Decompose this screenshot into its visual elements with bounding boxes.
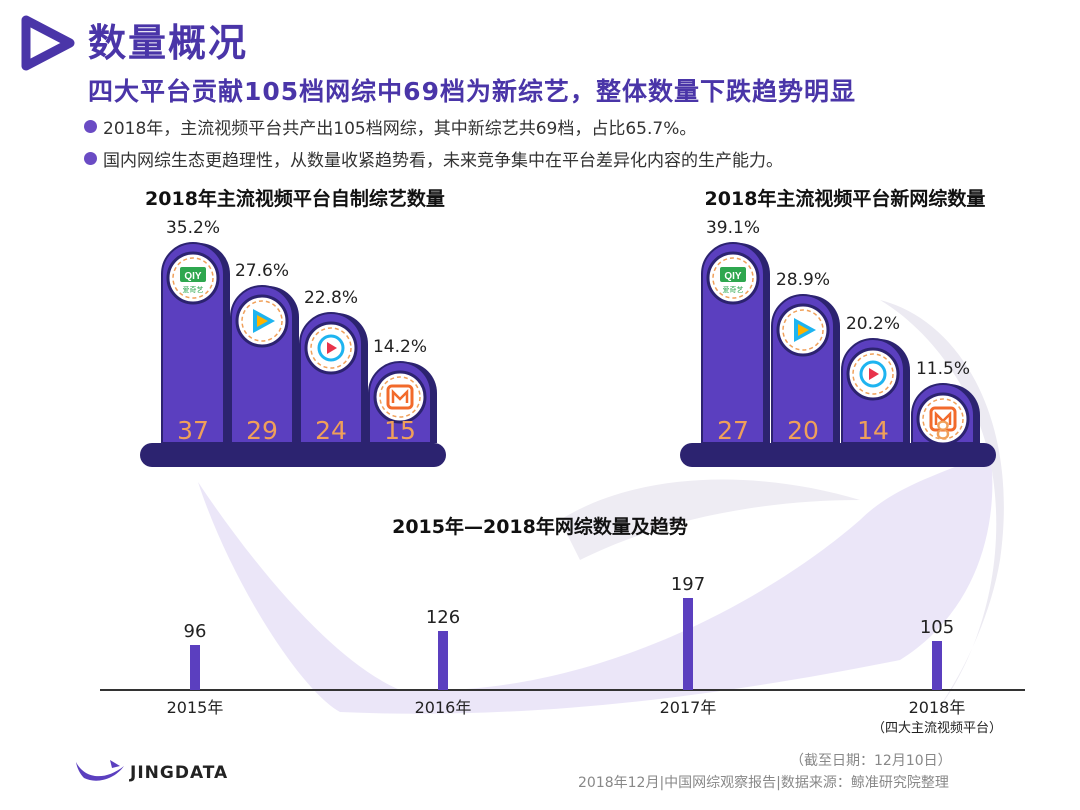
percent-label: 20.2% — [846, 314, 900, 334]
bullet-dot — [84, 120, 97, 133]
whale-logo-icon — [76, 760, 124, 781]
logo-dash-ring — [712, 257, 754, 299]
year-label: 2016年 — [415, 698, 472, 717]
youku-ring — [859, 360, 887, 388]
chart-2: QIY 爱奇艺 39.1% 27 28.9% 20 20.2% 14 11.5% 8 — [680, 218, 996, 467]
trend-value-label: 96 — [184, 621, 207, 642]
value-label: 14 — [857, 416, 889, 445]
value-label: 24 — [315, 416, 347, 445]
percent-label: 22.8% — [304, 288, 358, 308]
trend-value-label: 105 — [920, 617, 954, 638]
percent-label: 35.2% — [166, 218, 220, 238]
source-note: 2018年12月|中国网综观察报告|数据来源：鲸准研究院整理 — [578, 775, 949, 791]
trend-bar — [438, 631, 448, 690]
logo-text: QIY — [724, 271, 742, 282]
bullet-text: 国内网综生态更趋理性，从数量收紧趋势看，未来竞争集中在平台差异化内容的生产能力。 — [103, 151, 783, 171]
percent-label: 27.6% — [235, 261, 289, 281]
logo-dash-ring — [310, 327, 352, 369]
percent-label: 39.1% — [706, 218, 760, 238]
trend-bar — [932, 641, 942, 690]
tencent-video-logo-icon — [235, 294, 289, 348]
logo-dash-ring — [241, 300, 283, 342]
page-subtitle: 四大平台贡献105档网综中69档为新综艺，整体数量下跌趋势明显 — [88, 77, 856, 106]
chart-base — [680, 443, 996, 467]
chart-2-title: 2018年主流视频平台新网综数量 — [704, 188, 986, 210]
value-label: 37 — [177, 416, 209, 445]
date-note: （截至日期：12月10日） — [790, 753, 952, 769]
mgtv-logo-icon — [916, 392, 970, 446]
logo-badge — [180, 267, 206, 282]
chart-1-title: 2018年主流视频平台自制综艺数量 — [145, 188, 445, 210]
youku-ring — [317, 334, 345, 362]
chart-3-title: 2015年—2018年网综数量及趋势 — [392, 516, 688, 538]
logo-dash-ring — [922, 398, 964, 440]
play-logo-icon — [21, 15, 75, 71]
mgtv-logo-icon — [373, 370, 427, 424]
logo-dash-ring — [782, 309, 824, 351]
logo-badge — [720, 267, 746, 282]
chart-3: 96 2015年 126 2016年 197 2017年 105 2018年 （四大主流视频平台… — [100, 574, 1025, 736]
chart-1: QIY 爱奇艺 35.2% 37 27.6% 29 22.8% 24 14.2% 15 — [140, 218, 446, 467]
mgtv-m — [391, 388, 409, 403]
value-label: 8 — [935, 416, 951, 445]
bullet-dot — [84, 152, 97, 165]
year-note: （四大主流视频平台） — [872, 721, 1002, 736]
chart-base — [140, 443, 446, 467]
logo-dash-ring — [852, 353, 894, 395]
bullet-2: 国内网综生态更趋理性，从数量收紧趋势看，未来竞争集中在平台差异化内容的生产能力。 — [84, 146, 783, 171]
play-shape-inner — [257, 315, 268, 327]
brand-logo-text: JINGDATA — [130, 763, 229, 783]
iqiyi-logo-icon: QIY 爱奇艺 — [166, 251, 220, 305]
year-label: 2017年 — [660, 698, 717, 717]
iqiyi-logo-icon: QIY 爱奇艺 — [706, 251, 760, 305]
value-label: 27 — [717, 416, 749, 445]
youku-logo-icon — [304, 321, 358, 375]
logo-subtext: 爱奇艺 — [183, 285, 204, 294]
page-title: 数量概况 — [88, 21, 249, 65]
logo-dash-ring — [379, 376, 421, 418]
trend-value-label: 197 — [671, 574, 705, 595]
bullet-text: 2018年，主流视频平台共产出105档网综，其中新综艺共69档，占比65.7%。 — [103, 119, 697, 139]
youku-play — [327, 342, 337, 354]
youku-logo-icon — [846, 347, 900, 401]
value-label: 15 — [384, 416, 416, 445]
bullet-1: 2018年，主流视频平台共产出105档网综，其中新综艺共69档，占比65.7%。 — [84, 114, 696, 139]
tencent-video-logo-icon — [776, 303, 830, 357]
trend-bar — [190, 645, 200, 690]
value-label: 20 — [787, 416, 819, 445]
youku-play — [869, 368, 879, 380]
trend-bar — [683, 598, 693, 690]
logo-ring — [373, 370, 427, 424]
year-label: 2018年 — [909, 698, 966, 717]
mgtv-m — [934, 410, 952, 425]
mgtv-frame — [386, 384, 414, 410]
logo-dash-ring — [172, 257, 214, 299]
trend-value-label: 126 — [426, 607, 460, 628]
play-shape-inner — [798, 324, 809, 336]
logo-text: QIY — [184, 271, 202, 282]
mgtv-frame — [929, 406, 957, 432]
year-label: 2015年 — [167, 698, 224, 717]
percent-label: 28.9% — [776, 270, 830, 290]
percent-label: 11.5% — [916, 359, 970, 379]
percent-label: 14.2% — [373, 337, 427, 357]
value-label: 29 — [246, 416, 278, 445]
logo-subtext: 爱奇艺 — [723, 285, 744, 294]
